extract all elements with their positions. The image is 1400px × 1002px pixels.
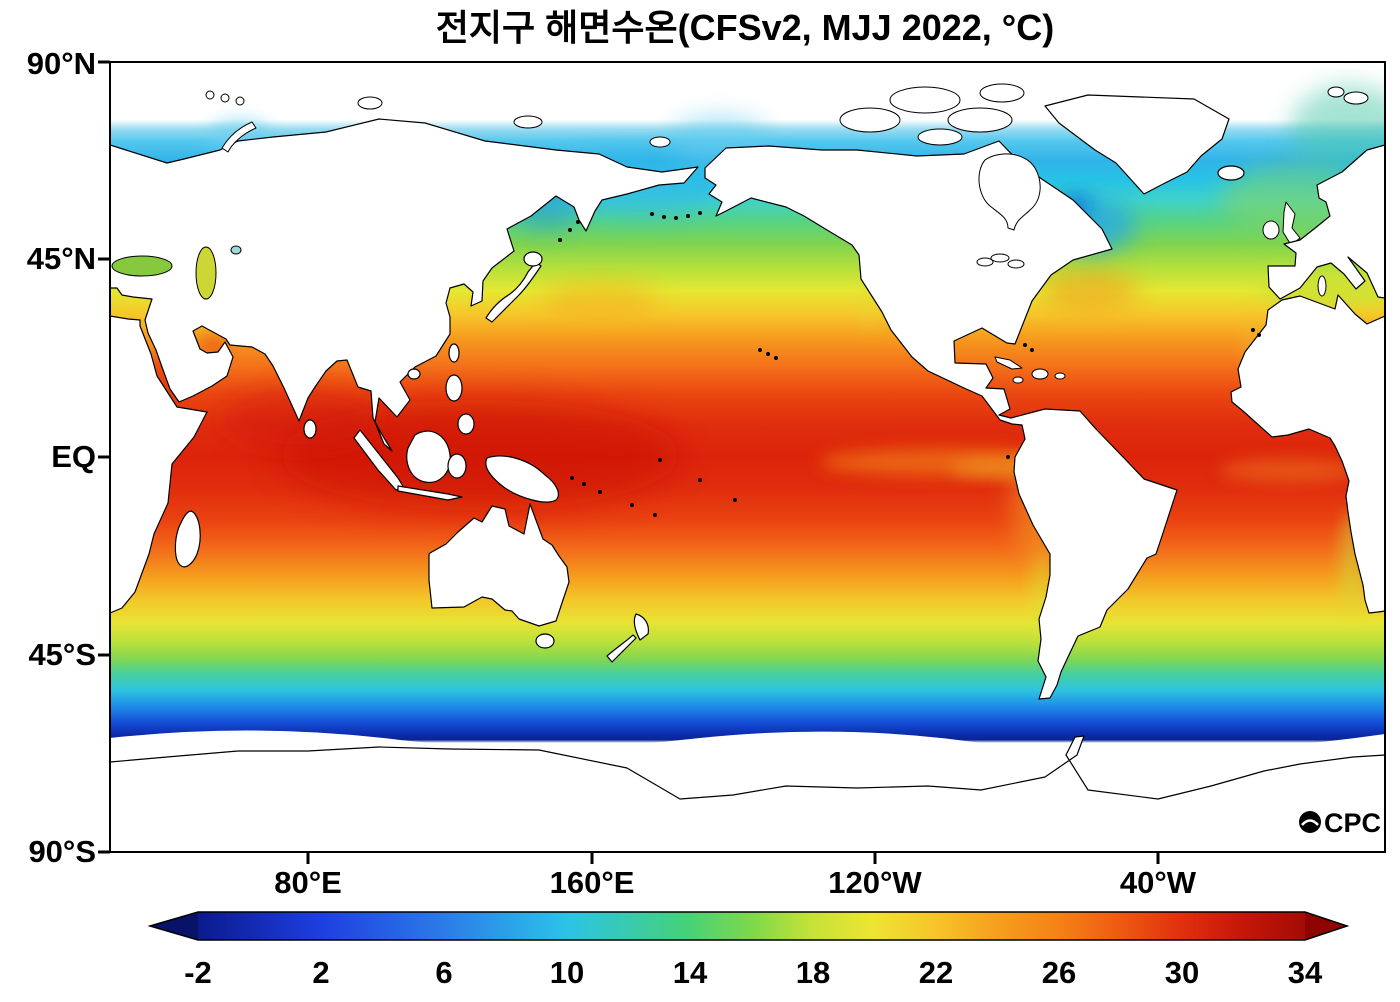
x-tick-label-160e: 160°E [550,865,635,900]
barents-sea-patch [1290,85,1385,175]
cpc-logo-text: CPC [1324,808,1381,838]
continent-europe [1267,144,1385,300]
atlantic-cold-tongue-patch [1220,458,1360,482]
caspian-sea [195,246,217,300]
colorbar-gradient [198,912,1305,940]
colorbar-tick-5: 18 [796,955,830,990]
hudson-bay [978,153,1041,231]
x-tick-label-40w: 40°W [1120,865,1197,900]
gulf-stream-patch [1040,270,1140,310]
kuroshio-patch [540,282,660,318]
colorbar-right-arrow [1305,912,1347,940]
island-puerto-rico [1054,372,1066,380]
island-greenland [1044,94,1230,195]
island-nz-south [606,634,637,663]
island-tasmania [535,633,555,649]
x-tick-label-80e: 80°E [274,865,342,900]
cpc-globe-wave-icon [1301,819,1319,826]
continent-americas [704,140,1178,700]
y-tick-label-90n: 90°N [27,46,96,81]
island-sardinia [1317,275,1327,297]
continents [110,83,1385,852]
cpc-globe-icon [1299,811,1321,833]
colorbar: -2 2 6 10 14 18 22 26 30 34 [147,911,1350,990]
island-jamaica [1012,376,1024,384]
colorbar-tick-4: 14 [673,955,708,990]
island-luzon [445,374,463,402]
island-borneo [406,430,451,483]
y-tick-label-45s: 45°S [28,637,96,672]
island-cuba [994,356,1023,370]
continent-antarctica [110,735,1385,852]
pacific-island-dots [558,211,1261,517]
island-hispaniola [1031,368,1049,380]
black-sea [111,255,173,277]
island-sumatra [353,429,405,491]
colorbar-tick-7: 26 [1042,955,1076,990]
island-ireland [1262,220,1280,240]
colorbar-tick-8: 30 [1165,955,1199,990]
y-tick-label-eq: EQ [51,439,96,474]
figure-title: 전지구 해면수온(CFSv2, MJJ 2022, °C) [436,7,1054,48]
island-iceland [1217,165,1245,181]
colorbar-left-arrow [150,912,198,940]
warm-pool-patch [280,400,680,510]
island-sri-lanka [303,419,317,439]
arctic-islands [205,83,1369,153]
cpc-logo: CPC [1299,808,1381,838]
colorbar-tick-3: 10 [550,955,584,990]
island-taiwan [448,343,460,363]
y-tick-label-90s: 90°S [28,834,96,869]
island-java [397,485,463,501]
world-map: CPC [110,62,1385,852]
colorbar-tick-2: 6 [435,955,452,990]
continent-eurasia [110,118,699,452]
colorbar-tick-1: 2 [312,955,329,990]
colorbar-tick-0: -2 [184,955,212,990]
continent-africa-west [1230,294,1385,614]
colorbar-tick-9: 34 [1288,955,1323,990]
island-hainan [407,368,421,380]
x-axis [306,852,1160,864]
aral-sea [230,245,242,255]
island-nz-north [633,613,649,641]
island-mindanao [457,413,475,435]
island-hokkaido [523,251,543,267]
continent-australia [428,503,570,627]
great-lakes [976,253,1025,269]
continent-africa-east [110,315,208,614]
colorbar-outline [147,911,1350,941]
colorbar-tick-6: 22 [919,955,953,990]
x-tick-label-120w: 120°W [828,865,922,900]
y-axis [98,60,110,854]
island-sulawesi [447,453,467,479]
island-madagascar [174,510,201,568]
island-new-guinea [485,455,559,503]
y-tick-label-45n: 45°N [27,241,96,276]
